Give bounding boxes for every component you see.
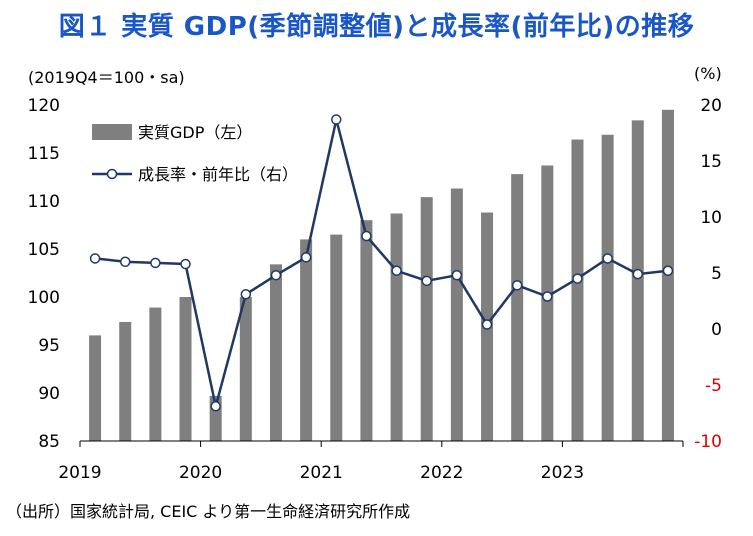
growth-point: [210, 401, 221, 412]
gdp-bar: [179, 297, 192, 441]
legend-line-marker: [106, 168, 118, 180]
growth-point: [632, 268, 644, 280]
growth-point: [270, 269, 282, 281]
growth-point: [331, 114, 342, 125]
left-tick-label: 95: [38, 336, 60, 356]
growth-point: [602, 253, 613, 264]
right-tick-label: -5: [705, 376, 722, 396]
growth-point: [572, 273, 583, 284]
gdp-bar: [119, 321, 132, 441]
left-tick-label: 115: [28, 144, 60, 164]
growth-point: [119, 256, 131, 268]
right-tick-label: 10: [700, 208, 722, 228]
growth-point: [451, 269, 463, 281]
right-tick-label: -10: [694, 432, 722, 452]
growth-point: [150, 257, 161, 269]
gdp-bar: [450, 188, 463, 441]
right-axis-unit: (%): [694, 64, 722, 83]
growth-point: [662, 265, 674, 277]
right-tick-label: 5: [711, 264, 722, 284]
source-note: （出所）国家統計局, CEIC より第一生命経済研究所作成: [6, 502, 411, 521]
growth-point: [361, 230, 372, 242]
growth-point: [89, 253, 101, 264]
x-tick-label: 2021: [300, 463, 343, 483]
gdp-bar: [330, 234, 343, 441]
left-tick-label: 100: [28, 288, 60, 308]
x-tick-label: 2023: [541, 463, 584, 483]
gdp-bar: [571, 139, 584, 441]
gdp-bar: [541, 165, 554, 442]
legend: 実質GDP（左） 成長率・前年比（右）: [92, 123, 298, 184]
x-tick-label: 2020: [179, 463, 222, 483]
left-tick-label: 90: [38, 384, 60, 404]
left-tick-label: 105: [28, 240, 60, 260]
gdp-bar: [631, 120, 644, 442]
legend-bar-swatch: [92, 124, 132, 140]
left-tick-label: 85: [38, 432, 60, 452]
gdp-bar: [390, 213, 403, 441]
right-tick-label: 20: [700, 96, 722, 116]
x-tick-label: 2022: [420, 463, 463, 483]
growth-point: [542, 291, 553, 302]
growth-point: [391, 265, 402, 277]
growth-point: [300, 252, 312, 263]
gdp-bar: [601, 134, 614, 441]
gdp-bar: [89, 335, 102, 441]
growth-point: [481, 319, 493, 330]
legend-line-label: 成長率・前年比（右）: [138, 165, 298, 184]
gdp-bar: [239, 297, 252, 441]
gdp-bar: [300, 239, 313, 441]
x-tick-label: 2019: [58, 463, 101, 483]
gdp-bar: [511, 174, 524, 441]
left-tick-label: 120: [28, 96, 60, 116]
right-tick-label: 15: [700, 152, 722, 172]
growth-point: [421, 275, 432, 287]
left-tick-label: 110: [28, 192, 60, 212]
gdp-bar: [269, 264, 282, 441]
legend-bar-label: 実質GDP（左）: [138, 123, 252, 142]
growth-point: [180, 258, 191, 270]
growth-line: [94, 119, 669, 407]
right-tick-label: 0: [711, 320, 722, 340]
gdp-bar: [360, 220, 373, 441]
chart-title: 図１ 実質 GDP(季節調整値)と成長率(前年比)の推移: [58, 12, 695, 42]
growth-point: [240, 289, 252, 300]
gdp-bar: [149, 307, 162, 441]
growth-point: [511, 280, 523, 291]
left-axis-unit: (2019Q4＝100・sa): [28, 68, 185, 87]
gdp-bar: [420, 197, 433, 441]
